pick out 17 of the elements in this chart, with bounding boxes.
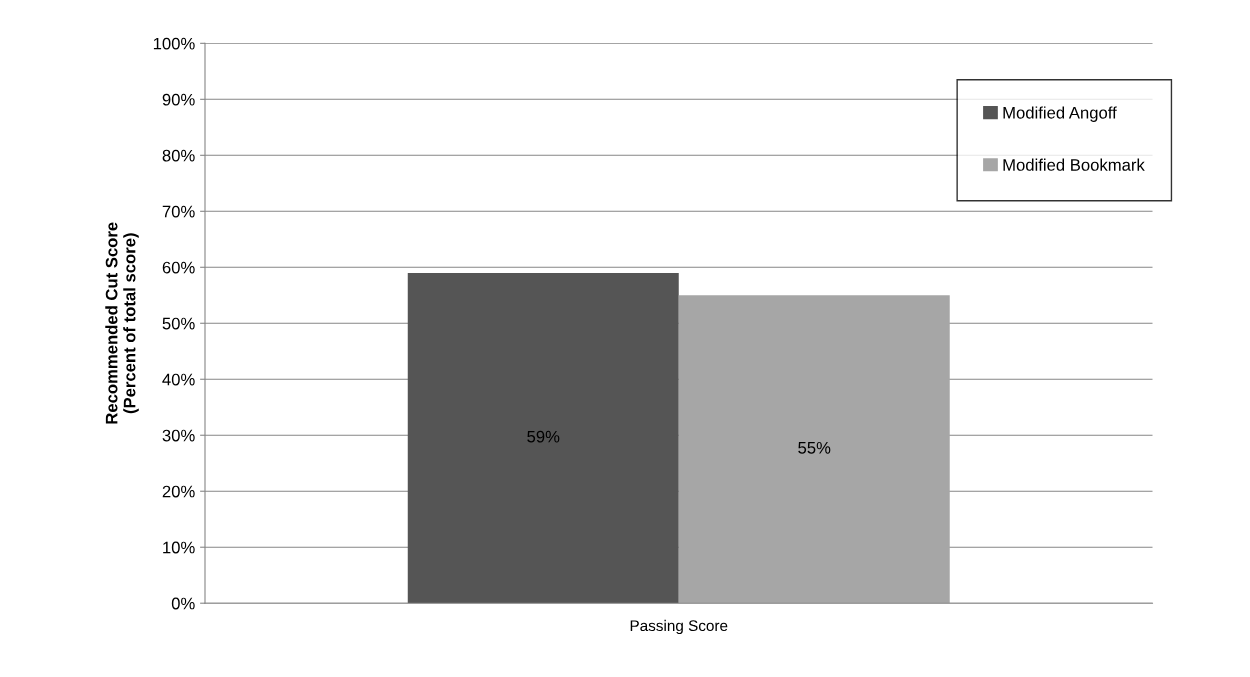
legend-label: Modified Angoff (1003, 106, 1117, 122)
y-tick-label: 20% (162, 485, 195, 498)
y-tick-label: 90% (162, 93, 195, 106)
legend-label: Modified Bookmark (1003, 158, 1145, 171)
y-tick-label: 70% (162, 205, 195, 218)
x-tick-label: Passing Score (630, 619, 728, 635)
y-tick-label: 0% (171, 597, 195, 610)
y-tick-label: 60% (162, 261, 195, 274)
y-tick-label: 50% (162, 317, 195, 330)
data-label: 55% (798, 441, 831, 454)
y-axis-title: Recommended Cut Score (Percent of total score) (105, 222, 139, 424)
y-tick-label: 100% (153, 37, 195, 50)
y-tick-label: 10% (163, 541, 195, 554)
y-tick-label: 80% (162, 149, 195, 162)
data-label: 59% (527, 430, 560, 443)
y-tick-label: 40% (162, 373, 195, 386)
y-tick-label: 30% (162, 429, 195, 442)
